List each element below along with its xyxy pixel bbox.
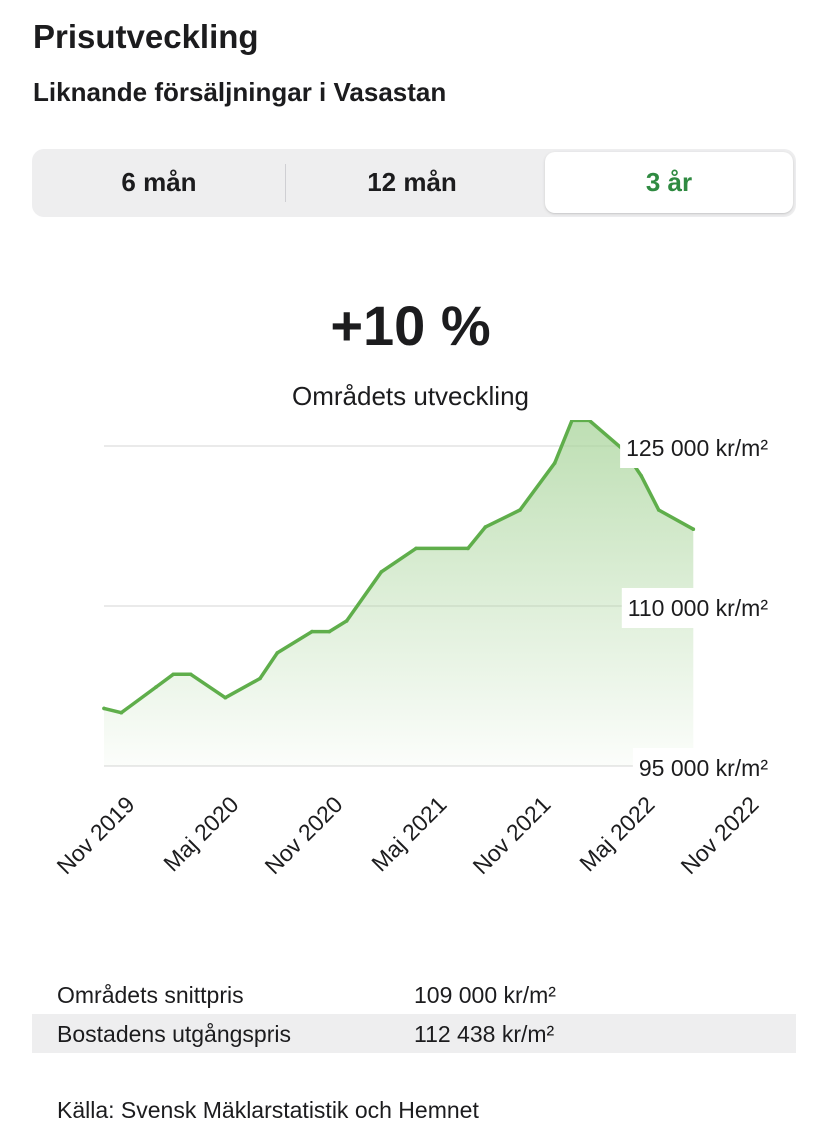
data-point [518,508,522,512]
data-point [466,546,470,551]
y-tick-label-background [632,748,777,788]
page-title: Prisutveckling [33,18,259,55]
data-point [102,706,106,711]
data-point [691,527,696,531]
x-tick-label: Maj 2020 [158,791,243,876]
period-tab-12-months[interactable]: 12 mån [367,167,457,197]
stat-row-area-average: Områdets snittpris 109 000 kr/m² [32,975,796,1014]
data-point [639,474,644,478]
x-tick-label: Maj 2021 [366,791,451,876]
data-point [570,420,574,423]
period-segmented-control: 6 mån 12 mån 3 år [32,149,796,217]
data-point [552,461,557,465]
data-point [587,420,592,423]
stat-label: Områdets snittpris [57,982,244,1008]
y-tick-label: 125 000 kr/m² [626,435,768,461]
stat-value: 109 000 kr/m² [414,982,556,1008]
x-tick-label: Nov 2022 [676,791,764,879]
page-subtitle: Liknande försäljningar i Vasastan [33,77,447,107]
segment-divider [285,164,286,202]
period-tab-6-months[interactable]: 6 mån [121,167,197,197]
data-point [275,651,280,655]
data-point [483,525,488,529]
data-point [344,619,349,623]
data-point [258,676,262,681]
y-tick-label-background [621,588,777,628]
x-tick-label: Nov 2019 [52,791,140,879]
data-point [188,672,193,677]
change-percentage: +10 % [330,294,491,357]
stats-table: Områdets snittpris 109 000 kr/m² Bostade… [32,975,796,1053]
x-tick-label: Nov 2020 [260,791,348,879]
x-tick-label: Nov 2021 [468,791,556,879]
data-point [119,710,124,715]
series-area [104,420,694,766]
price-chart: 125 000 kr/m² 110 000 kr/m² 95 000 kr/m² N… [52,420,777,879]
data-point [223,695,228,700]
x-tick-label: Maj 2022 [574,791,659,876]
period-tab-3-years[interactable]: 3 år [545,152,793,213]
data-point [310,629,314,634]
stat-label: Bostadens utgångspris [57,1021,291,1047]
data-point [414,546,418,551]
data-point [656,508,661,512]
change-label: Områdets utveckling [292,381,529,411]
data-point [171,672,176,677]
data-point [379,570,384,574]
y-tick-label: 110 000 kr/m² [628,595,769,621]
y-tick-label: 95 000 kr/m² [639,755,768,781]
data-point [154,685,158,689]
stat-row-asking-price: Bostadens utgångspris 112 438 kr/m² [32,1014,796,1053]
source-note: Källa: Svensk Mäklarstatistik och Hemnet [57,1097,479,1123]
data-point [327,629,332,634]
y-tick-label-background [620,428,777,468]
stat-value: 112 438 kr/m² [414,1021,555,1047]
